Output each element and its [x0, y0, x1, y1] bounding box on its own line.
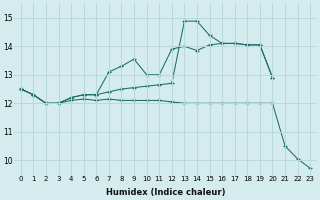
X-axis label: Humidex (Indice chaleur): Humidex (Indice chaleur) — [106, 188, 225, 197]
